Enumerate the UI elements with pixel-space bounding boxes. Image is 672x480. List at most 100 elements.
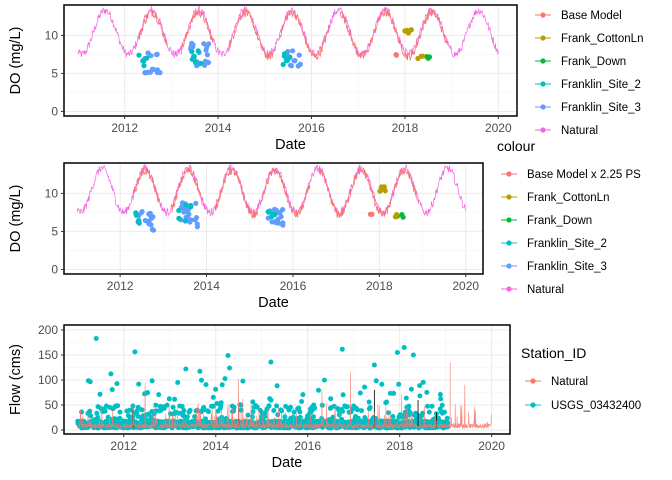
data-point-usgs-03432400 <box>266 403 272 409</box>
data-point-usgs-03432400 <box>386 410 392 416</box>
data-point-usgs-03432400 <box>328 396 334 402</box>
data-point-usgs-03432400 <box>429 403 435 409</box>
series-line-base-model <box>180 9 214 55</box>
legend-label: Frank_CottonLn <box>561 33 643 45</box>
data-point-franklin-site-2 <box>182 218 188 224</box>
data-point-frank-cottonln <box>406 30 412 36</box>
data-point-franklin-site-3 <box>201 41 207 47</box>
data-point-usgs-03432400 <box>132 349 138 355</box>
legend-item: Frank_CottonLn <box>501 192 609 204</box>
legend-item: USGS_03432400 <box>525 400 641 412</box>
data-point-usgs-03432400 <box>262 414 268 420</box>
x-tick-label: 2020 <box>478 439 505 453</box>
data-point-usgs-03432400 <box>108 371 114 377</box>
data-point-usgs-03432400 <box>185 414 190 420</box>
legend-label: Franklin_Site_2 <box>527 238 607 250</box>
legend-label: Base Model <box>561 10 622 22</box>
data-point-usgs-03432400 <box>139 407 145 413</box>
data-point-usgs-03432400 <box>362 384 368 390</box>
data-point-usgs-03432400 <box>394 350 400 355</box>
data-point-usgs-03432400 <box>210 394 216 400</box>
data-point-usgs-03432400 <box>238 402 244 408</box>
data-point-frank-down <box>425 55 431 61</box>
data-point-usgs-03432400 <box>366 399 372 405</box>
legend-key-point <box>540 81 546 87</box>
legend: colour Base Model x 2.25 PS Frank_CottonLn… <box>497 138 641 296</box>
data-point-usgs-03432400 <box>79 409 85 415</box>
data-point-usgs-03432400 <box>87 379 93 385</box>
data-point-usgs-03432400 <box>240 378 246 384</box>
data-point-franklin-site-3 <box>182 207 188 213</box>
y-tick-label: 100 <box>38 373 58 387</box>
chart-panel-1: 2012 2014 2016 2018 2020 0 5 10 Date DO (mg/L) Bas… <box>8 4 643 153</box>
data-point-usgs-03432400 <box>410 352 416 358</box>
data-point-frank-cottonln <box>415 55 421 62</box>
data-point-usgs-03432400 <box>406 403 412 409</box>
plot-area <box>76 163 467 233</box>
data-point-usgs-03432400 <box>179 403 185 409</box>
legend-key-point <box>540 127 546 133</box>
data-point-usgs-03432400 <box>438 396 444 402</box>
legend-key-point <box>540 58 546 64</box>
data-point-usgs-03432400 <box>439 402 445 408</box>
legend-label: USGS_03432400 <box>551 400 641 412</box>
x-tick-label: 2020 <box>485 121 512 135</box>
data-point-usgs-03432400 <box>340 408 346 414</box>
data-point-usgs-03432400 <box>355 407 360 413</box>
legend: Station_ID Natural USGS_03432400 <box>521 345 641 412</box>
data-point-franklin-site-3 <box>146 221 152 227</box>
data-point-usgs-03432400 <box>245 412 251 418</box>
data-point-usgs-03432400 <box>181 408 187 413</box>
series-line-base-model <box>138 8 168 46</box>
data-point-usgs-03432400 <box>420 379 426 385</box>
data-point-usgs-03432400 <box>379 381 385 387</box>
legend-item: Frank_Down <box>501 215 592 227</box>
x-tick-label: 2014 <box>193 279 220 293</box>
data-point-usgs-03432400 <box>417 393 423 399</box>
legend-item: Franklin_Site_3 <box>535 102 641 114</box>
data-point-franklin-site-3 <box>291 58 297 64</box>
data-point-usgs-03432400 <box>408 386 414 392</box>
data-point-franklin-site-3 <box>204 52 210 58</box>
data-point-franklin-site-2 <box>284 58 290 64</box>
x-tick-label: 2018 <box>386 439 413 453</box>
data-point-usgs-03432400 <box>183 366 189 372</box>
data-point-usgs-03432400 <box>88 413 94 419</box>
legend-item: Frank_CottonLn <box>535 33 643 45</box>
legend-key-point <box>506 240 512 246</box>
data-point-usgs-03432400 <box>396 381 402 387</box>
data-point-franklin-site-2 <box>133 212 139 218</box>
data-point-usgs-03432400 <box>442 409 447 415</box>
series-line-base-model <box>214 166 259 219</box>
x-tick-label: 2018 <box>392 121 419 135</box>
data-point-franklin-site-2 <box>192 59 198 65</box>
y-axis-title: DO (mg/L) <box>8 185 24 253</box>
data-point-usgs-03432400 <box>166 396 172 402</box>
data-point-usgs-03432400 <box>384 399 390 405</box>
legend-key-point <box>540 104 546 110</box>
data-point-usgs-03432400 <box>250 399 256 405</box>
legend-label: Franklin_Site_2 <box>561 79 641 91</box>
data-point-usgs-03432400 <box>222 376 228 382</box>
data-point-usgs-03432400 <box>210 403 216 409</box>
data-point-usgs-03432400 <box>367 405 373 410</box>
series-line-base-model <box>132 166 160 203</box>
data-point-franklin-site-2 <box>183 202 189 208</box>
legend-label: Natural <box>561 125 598 137</box>
data-point-usgs-03432400 <box>114 381 120 387</box>
legend-label: Frank_Down <box>561 56 626 68</box>
data-point-franklin-site-3 <box>206 41 212 47</box>
data-point-usgs-03432400 <box>262 410 268 416</box>
y-tick-label: 0 <box>51 104 58 118</box>
legend-item: Natural <box>535 125 598 137</box>
series-line-base-model <box>278 9 331 61</box>
series-line-base-model <box>318 166 419 219</box>
data-point-usgs-03432400 <box>97 391 103 397</box>
x-tick-label: 2012 <box>111 121 138 135</box>
data-point-franklin-site-2 <box>195 48 201 54</box>
legend-item: Frank_Down <box>535 56 626 68</box>
data-point-franklin-site-3 <box>295 63 301 69</box>
data-point-usgs-03432400 <box>297 409 303 415</box>
data-point-frank-cottonln <box>378 185 385 191</box>
legend-item: Franklin_Site_2 <box>535 79 641 91</box>
